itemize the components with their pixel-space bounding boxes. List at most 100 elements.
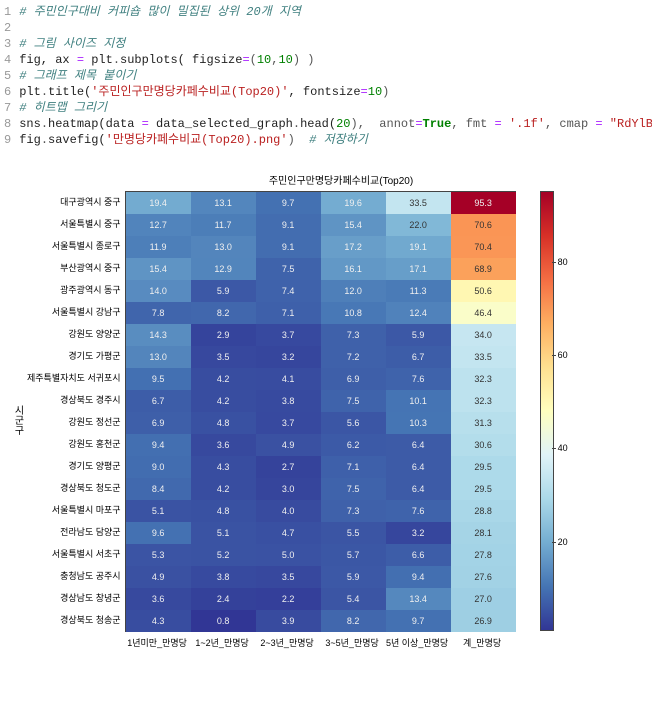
chart-title: 주민인구만명당카페수비교(Top20)	[100, 172, 582, 187]
y-axis-label: 시군구	[10, 405, 25, 435]
heatmap-cell: 6.4	[386, 478, 451, 500]
code-token: =	[142, 117, 149, 131]
x-tick: 5년 이상_만명당	[385, 632, 450, 649]
heatmap-cell: 6.4	[386, 434, 451, 456]
heatmap-cell: 22.0	[386, 214, 451, 236]
heatmap-cell: 7.5	[256, 258, 321, 280]
heatmap-cell: 31.3	[451, 412, 516, 434]
code-token: subplots( figsize	[120, 53, 242, 67]
heatmap-cell: 7.8	[126, 302, 191, 324]
heatmap-cell: 3.6	[126, 588, 191, 610]
heatmap-cell: 34.0	[451, 324, 516, 346]
y-tick: 강원도 정선군	[27, 411, 125, 433]
heatmap-cell: 14.3	[126, 324, 191, 346]
heatmap-cell: 3.2	[386, 522, 451, 544]
code-token: ) )	[293, 53, 315, 67]
heatmap-cell: 5.6	[321, 412, 386, 434]
line-number-gutter: 1 2 3 4 5 6 7 8 9	[0, 0, 19, 152]
x-tick: 2~3년_만명당	[255, 632, 320, 649]
heatmap-cell: 10.8	[321, 302, 386, 324]
heatmap-cell: 9.0	[126, 456, 191, 478]
heatmap-cell: 70.4	[451, 236, 516, 258]
y-tick: 경상북도 경주시	[27, 389, 125, 411]
heatmap-cell: 9.5	[126, 368, 191, 390]
heatmap-cell: 10.3	[386, 412, 451, 434]
y-tick: 경상북도 청도군	[27, 477, 125, 499]
code-comment: # 그림 사이즈 지정	[19, 37, 125, 51]
heatmap-cell: 17.1	[386, 258, 451, 280]
heatmap-cell: 7.1	[256, 302, 321, 324]
heatmap-cell: 6.7	[126, 390, 191, 412]
code-token: (	[250, 53, 257, 67]
heatmap-cell: 4.2	[191, 478, 256, 500]
colorbar-tick: 20	[558, 537, 568, 547]
heatmap-cell: 30.6	[451, 434, 516, 456]
heatmap-cell: 7.6	[386, 368, 451, 390]
y-tick: 대구광역시 중구	[27, 191, 125, 213]
y-tick: 경상남도 창녕군	[27, 587, 125, 609]
code-comment: # 그래프 제목 붙이기	[19, 69, 136, 83]
heatmap-cell: 12.4	[386, 302, 451, 324]
heatmap-cell: 3.7	[256, 324, 321, 346]
colorbar-gradient	[540, 191, 554, 631]
code-token: savefig(	[48, 133, 106, 147]
code-token: , cmap	[545, 117, 595, 131]
heatmap-cell: 68.9	[451, 258, 516, 280]
heatmap-cell: 4.8	[191, 412, 256, 434]
heatmap-cell: 2.7	[256, 456, 321, 478]
heatmap-cell: 3.7	[256, 412, 321, 434]
y-tick: 강원도 양양군	[27, 323, 125, 345]
code-token: =	[595, 117, 602, 131]
heatmap-cell: 8.4	[126, 478, 191, 500]
y-tick: 서울특별시 마포구	[27, 499, 125, 521]
y-tick: 광주광역시 동구	[27, 279, 125, 301]
code-token: data_selected_graph	[149, 117, 293, 131]
heatmap-cell: 19.1	[386, 236, 451, 258]
y-tick: 서울특별시 강남구	[27, 301, 125, 323]
heatmap-cell: 8.2	[321, 610, 386, 632]
heatmap-cell: 12.7	[126, 214, 191, 236]
heatmap-cell: 95.3	[451, 192, 516, 214]
heatmap-cell: 29.5	[451, 456, 516, 478]
line-number: 2	[4, 20, 11, 36]
heatmap-cell: 4.2	[191, 390, 256, 412]
colorbar-tick: 80	[558, 257, 568, 267]
code-token: =	[77, 53, 84, 67]
y-tick: 서울특별시 종로구	[27, 235, 125, 257]
heatmap-cell: 33.5	[386, 192, 451, 214]
heatmap-cell: 5.1	[191, 522, 256, 544]
heatmap-cell: 3.5	[256, 566, 321, 588]
x-tick: 3~5년_만명당	[320, 632, 385, 649]
line-number: 1	[4, 4, 11, 20]
heatmap-cell: 3.5	[191, 346, 256, 368]
heatmap-cell: 3.0	[256, 478, 321, 500]
y-tick: 서울특별시 중구	[27, 213, 125, 235]
code-token: )	[382, 85, 389, 99]
y-tick: 강원도 홍천군	[27, 433, 125, 455]
heatmap-cell: 9.1	[256, 236, 321, 258]
x-tick: 1년미만_만명당	[125, 632, 190, 649]
heatmap-cell: 7.5	[321, 390, 386, 412]
heatmap-cell: 7.1	[321, 456, 386, 478]
y-tick: 부산광역시 중구	[27, 257, 125, 279]
code-editor: 1 2 3 4 5 6 7 8 9 # 주민인구대비 커피숍 많이 밀집된 상위…	[0, 0, 652, 152]
code-token: =	[242, 53, 249, 67]
heatmap-cell: 3.6	[191, 434, 256, 456]
heatmap-cell: 5.7	[321, 544, 386, 566]
heatmap-cell: 6.9	[321, 368, 386, 390]
heatmap-cell: 9.7	[256, 192, 321, 214]
code-content[interactable]: # 주민인구대비 커피숍 많이 밀집된 상위 20개 지역 # 그림 사이즈 지…	[19, 0, 652, 152]
code-token: )	[288, 133, 310, 147]
code-comment: # 주민인구대비 커피숍 많이 밀집된 상위 20개 지역	[19, 5, 301, 19]
code-token	[502, 117, 509, 131]
y-tick: 경기도 가평군	[27, 345, 125, 367]
line-number: 3	[4, 36, 11, 52]
heatmap-cell: 5.0	[256, 544, 321, 566]
heatmap-cell: 4.8	[191, 500, 256, 522]
heatmap-cell: 5.9	[191, 280, 256, 302]
heatmap-cell: 9.1	[256, 214, 321, 236]
code-token: .	[41, 117, 48, 131]
code-token: 10	[257, 53, 271, 67]
code-token: 10	[278, 53, 292, 67]
heatmap-cell: 33.5	[451, 346, 516, 368]
